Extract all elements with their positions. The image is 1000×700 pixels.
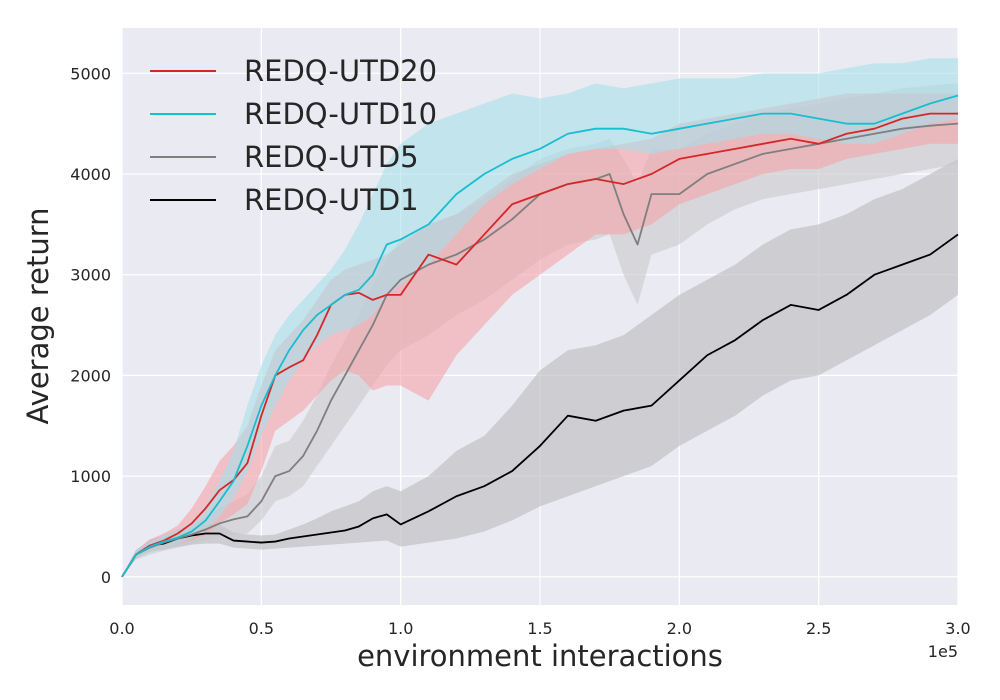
band-redq-utd1: [122, 158, 958, 577]
x-tick-label: 2.0: [667, 619, 692, 638]
line-redq-utd5: [121, 122, 959, 578]
line-redq-utd20: [121, 112, 958, 578]
y-tick-label: 5000: [70, 64, 111, 83]
x-axis-label: environment interactions: [357, 639, 723, 673]
x-tick-label: 1.0: [388, 619, 413, 638]
legend: REDQ-UTD20 REDQ-UTD10 REDQ-UTD5 REDQ-UTD1: [150, 54, 437, 217]
line-redq-utd1: [121, 233, 959, 578]
x-tick-label: 0.0: [109, 619, 134, 638]
line-redq-utd10: [121, 94, 959, 578]
y-axis-label: Average return: [21, 208, 55, 425]
confidence-bands: [122, 58, 958, 577]
x-axis-multiplier: 1e5: [928, 642, 958, 661]
legend-label-redq-utd5: REDQ-UTD5: [244, 140, 419, 174]
y-tick-label: 4000: [70, 165, 111, 184]
x-tick-label: 3.0: [945, 619, 970, 638]
y-tick-labels: 0 1000 2000 3000 4000 5000: [70, 64, 111, 586]
band-redq-utd10: [122, 58, 958, 577]
y-tick-label: 1000: [70, 467, 111, 486]
legend-label-redq-utd10: REDQ-UTD10: [244, 97, 437, 131]
y-tick-label: 2000: [70, 366, 111, 385]
legend-label-redq-utd1: REDQ-UTD1: [244, 183, 419, 217]
x-tick-labels: 0.0 0.5 1.0 1.5 2.0 2.5 3.0: [109, 619, 970, 638]
x-tick-label: 2.5: [806, 619, 831, 638]
series-lines: [121, 94, 959, 578]
x-tick-label: 1.5: [527, 619, 552, 638]
x-tick-label: 0.5: [249, 619, 274, 638]
y-tick-label: 3000: [70, 266, 111, 285]
legend-label-redq-utd20: REDQ-UTD20: [244, 54, 437, 88]
y-tick-label: 0: [101, 568, 111, 587]
